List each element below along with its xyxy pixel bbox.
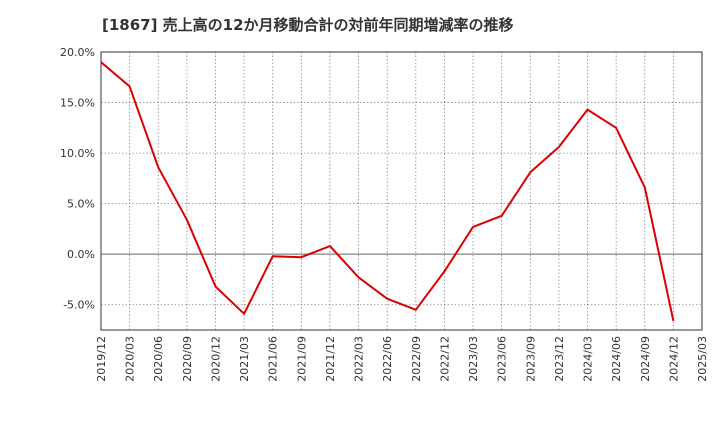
x-tick-label: 2024/06 [610,336,623,382]
x-tick-label: 2024/09 [639,336,652,382]
x-tick-label: 2022/06 [381,336,394,382]
y-tick-label: 20.0% [60,46,95,59]
x-tick-label: 2023/12 [553,336,566,382]
x-tick-label: 2022/09 [410,336,423,382]
chart-title: [1867] 売上高の12か月移動合計の対前年同期増減率の推移 [102,16,514,34]
x-tick-label: 2020/03 [124,336,137,382]
y-tick-label: 10.0% [60,147,95,160]
series-group [100,61,675,322]
x-tick-label: 2021/06 [267,336,280,382]
y-tick-label: 0.0% [67,248,95,261]
x-tick-label: 2025/03 [696,336,709,382]
x-tick-label: 2023/09 [524,336,537,382]
x-tick-label: 2021/09 [295,336,308,382]
x-tick-label: 2022/03 [353,336,366,382]
x-tick-label: 2024/12 [667,336,680,382]
x-tick-label: 2023/06 [496,336,509,382]
x-tick-label: 2021/12 [324,336,337,382]
x-tick-label: 2023/03 [467,336,480,382]
y-tick-label: 15.0% [60,97,95,110]
plot-area [101,52,702,330]
plot-frame [100,51,703,331]
x-tick-label: 2020/09 [181,336,194,382]
x-tick-label: 2022/12 [438,336,451,382]
x-tick-label: 2024/03 [582,336,595,382]
y-axis-tick-labels: 20.0% 15.0% 10.0% 5.0% 0.0% -5.0% [60,46,95,312]
y-tick-label: 5.0% [67,198,95,211]
axes [100,51,703,331]
y-tick-label: -5.0% [63,299,95,312]
x-axis-tick-labels: 2019/12 2020/03 2020/06 2020/09 2020/12 2021/… [95,336,709,382]
x-tick-label: 2019/12 [95,336,108,382]
series-line [100,61,675,322]
x-tick-label: 2020/06 [152,336,165,382]
x-tick-label: 2020/12 [209,336,222,382]
x-tick-label: 2021/03 [238,336,251,382]
